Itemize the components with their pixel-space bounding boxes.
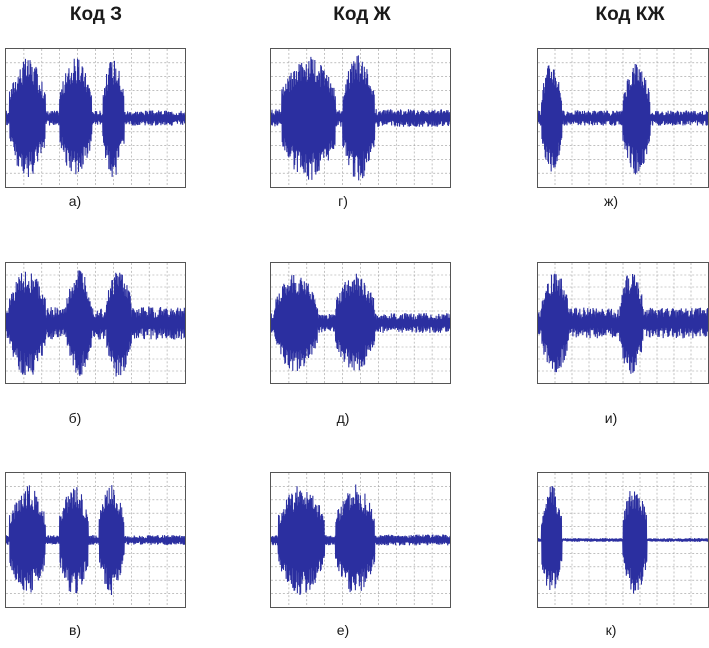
waveform-trace xyxy=(538,486,708,594)
waveform-trace xyxy=(6,270,185,377)
waveform-panel xyxy=(5,262,186,384)
column-title-code-z: Код З xyxy=(69,4,123,25)
waveform-panel xyxy=(270,48,451,188)
waveform-plot xyxy=(538,263,708,383)
panel-caption: г) xyxy=(338,193,348,209)
panel-caption: к) xyxy=(605,622,617,638)
waveform-plot xyxy=(6,473,185,607)
panel-caption: в) xyxy=(68,622,82,638)
waveform-trace xyxy=(271,55,450,181)
waveform-plot xyxy=(538,49,708,187)
waveform-plot xyxy=(271,473,450,607)
panel-caption: е) xyxy=(336,622,350,638)
waveform-panel xyxy=(537,262,709,384)
panel-caption: ж) xyxy=(603,193,619,209)
waveform-panel xyxy=(537,48,709,188)
waveform-panel xyxy=(270,262,451,384)
panel-caption: и) xyxy=(604,410,618,426)
waveform-plot xyxy=(538,473,708,607)
column-title-code-kzh: Код КЖ xyxy=(595,4,665,25)
waveform-plot xyxy=(6,263,185,383)
waveform-trace xyxy=(271,484,450,596)
column-title-code-zh: Код Ж xyxy=(333,4,391,25)
waveform-panel xyxy=(537,472,709,608)
waveform-plot xyxy=(271,263,450,383)
waveform-panel xyxy=(5,472,186,608)
waveform-plot xyxy=(271,49,450,187)
waveform-panel xyxy=(270,472,451,608)
waveform-trace xyxy=(538,63,708,175)
waveform-panel xyxy=(5,48,186,188)
waveform-trace xyxy=(6,58,185,178)
panel-caption: д) xyxy=(336,410,350,426)
waveform-trace xyxy=(6,485,185,596)
panel-caption: а) xyxy=(68,193,82,209)
panel-caption: б) xyxy=(68,410,82,426)
waveform-plot xyxy=(6,49,185,187)
waveform-trace xyxy=(271,273,450,372)
